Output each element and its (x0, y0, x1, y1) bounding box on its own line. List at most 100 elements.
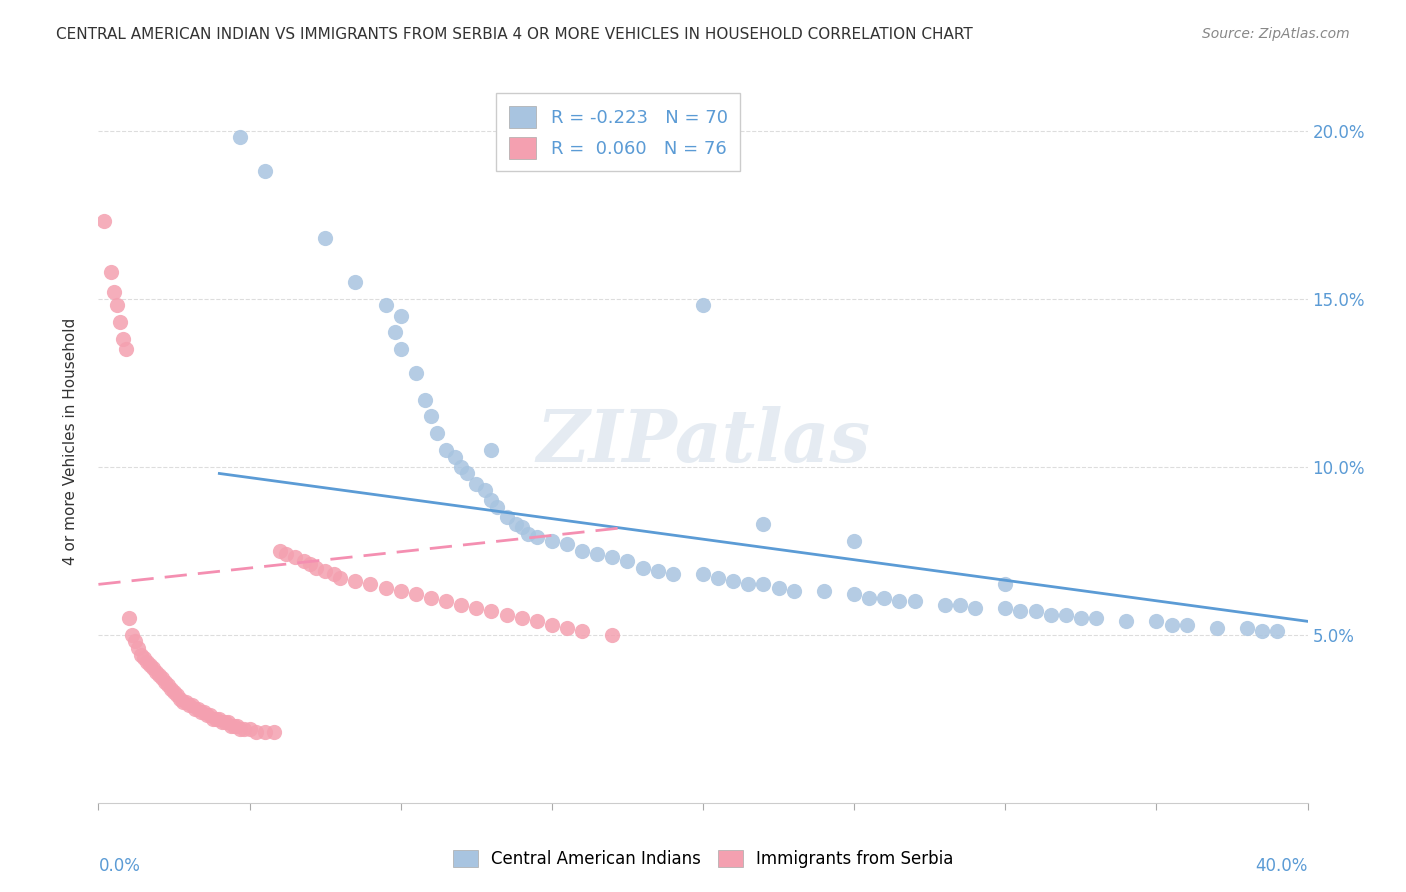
Point (1160, 617, 1182, 632)
Point (193, 705, 215, 719)
Point (434, 442, 457, 457)
Point (1054, 607, 1077, 622)
Point (127, 641, 149, 656)
Point (389, 584, 412, 599)
Point (384, 326, 406, 340)
Point (1115, 615, 1137, 629)
Point (389, 342, 412, 356)
Point (253, 725, 276, 739)
Point (768, 581, 790, 595)
Point (187, 702, 209, 716)
Point (184, 702, 207, 716)
Point (526, 615, 548, 629)
Point (129, 648, 152, 662)
Point (555, 621, 578, 635)
Point (174, 695, 197, 709)
Point (269, 543, 291, 558)
Y-axis label: 4 or more Vehicles in Household: 4 or more Vehicles in Household (63, 318, 77, 566)
Point (1144, 615, 1167, 629)
Point (226, 718, 249, 732)
Text: 40.0%: 40.0% (1256, 856, 1308, 874)
Point (456, 467, 478, 481)
Point (374, 581, 396, 595)
Point (661, 567, 683, 582)
Point (813, 584, 835, 599)
Point (571, 543, 593, 558)
Point (434, 594, 457, 608)
Point (190, 705, 212, 719)
Point (450, 598, 472, 612)
Point (202, 712, 225, 726)
Text: CENTRAL AMERICAN INDIAN VS IMMIGRANTS FROM SERBIA 4 OR MORE VEHICLES IN HOUSEHOL: CENTRAL AMERICAN INDIAN VS IMMIGRANTS FR… (56, 27, 973, 42)
Point (389, 309, 412, 323)
Point (994, 577, 1017, 591)
Point (505, 516, 527, 531)
Point (858, 591, 880, 605)
Point (526, 530, 548, 544)
Point (100, 265, 122, 279)
Point (602, 628, 624, 642)
Point (420, 409, 443, 424)
Point (707, 571, 730, 585)
Point (142, 661, 165, 675)
Point (481, 442, 503, 457)
Point (135, 655, 157, 669)
Point (413, 392, 436, 407)
Point (148, 668, 170, 682)
Point (179, 698, 201, 713)
Point (752, 577, 775, 591)
Point (420, 591, 443, 605)
Point (510, 611, 533, 625)
Point (374, 298, 396, 312)
Point (121, 628, 143, 642)
Point (284, 550, 307, 565)
Point (934, 598, 956, 612)
Point (205, 712, 228, 726)
Point (263, 725, 285, 739)
Point (214, 715, 236, 730)
Point (692, 298, 714, 312)
Point (631, 560, 654, 574)
Point (166, 688, 188, 702)
Point (299, 558, 322, 572)
Point (994, 600, 1017, 615)
Point (571, 624, 593, 639)
Point (474, 483, 496, 498)
Point (169, 691, 191, 706)
Point (647, 564, 669, 578)
Point (1024, 604, 1046, 618)
Point (965, 600, 987, 615)
Point (1236, 621, 1258, 635)
Point (873, 591, 896, 605)
Point (217, 715, 239, 730)
Point (426, 426, 449, 441)
Point (153, 674, 176, 689)
Point (844, 533, 866, 548)
Point (510, 520, 533, 534)
Point (181, 698, 204, 713)
Point (586, 547, 609, 561)
Point (329, 571, 352, 585)
Point (723, 574, 745, 588)
Point (253, 164, 276, 178)
Point (124, 634, 146, 648)
Point (692, 567, 714, 582)
Point (160, 681, 183, 696)
Point (1010, 604, 1032, 618)
Point (103, 285, 125, 299)
Point (221, 718, 243, 732)
Point (150, 672, 173, 686)
Point (465, 600, 488, 615)
Point (1070, 611, 1092, 625)
Point (305, 560, 328, 574)
Point (481, 493, 503, 508)
Point (465, 476, 488, 491)
Point (904, 594, 927, 608)
Point (139, 658, 162, 673)
Point (495, 607, 517, 622)
Point (752, 516, 775, 531)
Point (889, 594, 911, 608)
Point (450, 459, 472, 474)
Point (314, 564, 336, 578)
Point (602, 550, 624, 565)
